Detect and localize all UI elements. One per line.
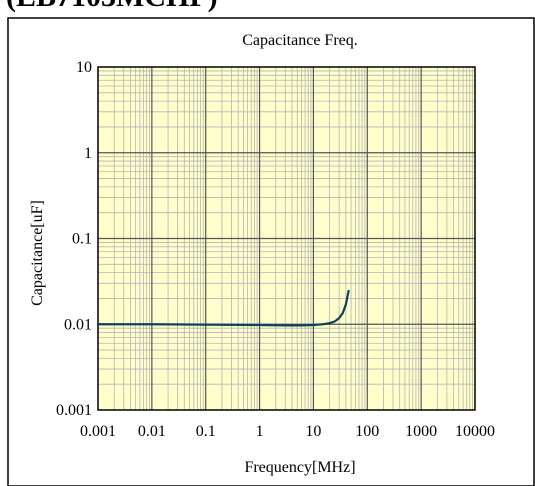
x-tick-label: 1000	[405, 423, 437, 440]
capacitance-series-line	[96, 289, 350, 327]
x-axis-label: Frequency[MHz]	[244, 459, 355, 476]
x-tick-label: 1	[256, 423, 264, 440]
chart-title: Capacitance Freq.	[242, 32, 358, 49]
y-tick-label: 10	[76, 59, 92, 76]
plot-area	[96, 66, 476, 411]
header-fragment-text: (EB7103MCHF)	[6, 0, 218, 14]
y-axis-label: Capacitance[uF]	[29, 200, 46, 306]
x-tick-label: 0.1	[196, 423, 216, 440]
x-tick-label: 10000	[455, 423, 495, 440]
y-tick-label: 0.001	[56, 402, 92, 419]
x-tick-label: 0.001	[80, 423, 116, 440]
x-tick-label: 10	[305, 423, 321, 440]
page-header: (EB7103MCHF)	[0, 0, 535, 18]
y-tick-label: 0.01	[64, 316, 92, 333]
x-tick-label: 100	[355, 423, 379, 440]
x-tick-labels: 0.001 0.01 0.1 1 10 100 1000 10000	[80, 423, 495, 440]
plot-border	[97, 66, 476, 411]
y-tick-labels: 0.001 0.01 0.1 1 10	[56, 59, 92, 419]
x-tick-label: 0.01	[138, 423, 166, 440]
y-tick-label: 1	[84, 145, 92, 162]
y-tick-label: 0.1	[72, 231, 92, 248]
